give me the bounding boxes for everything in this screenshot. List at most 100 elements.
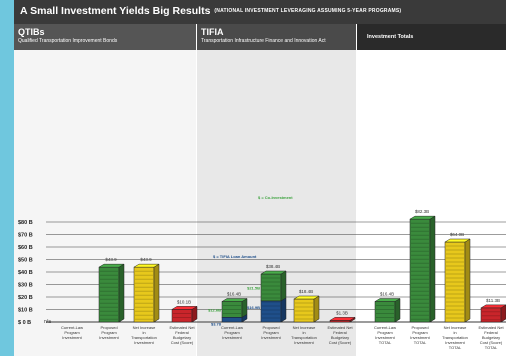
category-label: Program	[377, 330, 393, 335]
co-investment-label: $21.5B	[247, 285, 260, 290]
category-label: Program	[224, 330, 240, 335]
bar-top	[260, 270, 287, 275]
value-label: $43.9	[140, 257, 152, 262]
category-label: Cost (Score)	[171, 340, 194, 345]
y-tick-label: $70 B	[18, 233, 33, 239]
section-subtitle-tifia: Transportation Infrastructure Finance an…	[201, 38, 326, 44]
section-header-totals: Investment Totals	[357, 24, 506, 50]
bar-side	[118, 263, 125, 323]
category-label: Budgetary	[331, 335, 349, 340]
category-label: Net Increase	[293, 325, 316, 330]
bar-top	[444, 238, 471, 243]
y-tick-label: $60 B	[18, 245, 33, 251]
bar-side	[464, 238, 471, 323]
category-label: Budgetary	[482, 335, 500, 340]
tifia-loan-annotation: $ = TIFIA Loan Amount	[213, 254, 257, 259]
category-label: TOTAL	[485, 345, 498, 350]
section-subtitle-qtibs: Qualified Transportation Improvement Bon…	[18, 38, 118, 44]
y-tick-label: $ 0 B	[18, 320, 31, 326]
category-label: Investment	[222, 335, 242, 340]
category-label: TOTAL	[414, 340, 427, 345]
bar-side	[394, 298, 401, 323]
category-label: Transportation	[291, 335, 317, 340]
value-label: $10.1B	[177, 299, 191, 304]
category-label: Investment	[410, 335, 430, 340]
bar-front	[171, 309, 193, 323]
chart-frame: A Small Investment Yields Big Results (NA…	[14, 0, 506, 356]
chart-title-text: A Small Investment Yields Big Results	[20, 5, 211, 17]
category-label: Program	[263, 330, 279, 335]
value-label: $11.3B	[486, 298, 500, 303]
bar-loan-front	[221, 317, 243, 323]
bar-top	[409, 215, 436, 220]
value-label: $64.0B	[450, 232, 464, 237]
bar-top	[98, 263, 125, 268]
category-label: Program	[412, 330, 428, 335]
category-label: Investment	[261, 335, 281, 340]
category-label: Proposed	[262, 325, 279, 330]
bar-top	[329, 317, 356, 321]
value-label: $38.4B	[266, 264, 280, 269]
category-label: in	[453, 330, 456, 335]
bar-front	[293, 298, 315, 323]
category-label: Transportation	[131, 335, 157, 340]
y-tick-label: $50 B	[18, 258, 33, 264]
n-a-label: n/a	[44, 319, 51, 325]
loan-label: $3.78	[211, 321, 222, 326]
bar-side	[313, 295, 320, 323]
category-label: Investment	[134, 340, 154, 345]
bar-side	[280, 270, 287, 302]
loan-label: $16.9B	[247, 305, 260, 310]
chart-subtitle: (NATIONAL INVESTMENT LEVERAGING ASSUMING…	[214, 8, 402, 14]
section-title-qtibs: QTIBs	[18, 27, 45, 37]
category-label: TOTAL	[379, 340, 392, 345]
y-tick-label: $40 B	[18, 270, 33, 276]
value-label: $43.9	[105, 257, 117, 262]
value-label: $18.4B	[299, 289, 313, 294]
category-label: Net Increase	[444, 325, 467, 330]
bar-top	[293, 295, 320, 300]
y-tick-label: $30 B	[18, 283, 33, 289]
value-label: $1.3B	[336, 310, 348, 315]
category-label: Estimated Net	[327, 325, 353, 330]
section-header-qtibs: QTIBs Qualified Transportation Improveme…	[14, 24, 196, 50]
section-header-tifia: TIFIA Transportation Infrastructure Fina…	[197, 24, 356, 50]
section-title-tifia: TIFIA	[201, 27, 224, 37]
value-label: $16.4B	[380, 292, 394, 297]
bar-top	[221, 298, 248, 302]
category-label: Investment	[375, 335, 395, 340]
bar-side	[153, 263, 160, 323]
category-label: Program	[64, 330, 80, 335]
value-label: $16.4B	[227, 292, 241, 297]
category-label: Investment	[99, 335, 119, 340]
category-label: Net Increase	[133, 325, 156, 330]
bar-front	[409, 218, 431, 323]
co-investment-label: $12.6B	[208, 307, 221, 312]
bar-top	[133, 263, 160, 268]
category-label: Federal	[484, 330, 498, 335]
category-label: Federal	[333, 330, 347, 335]
category-label: Current-Law	[221, 325, 243, 330]
section-title-totals: Investment Totals	[367, 34, 414, 40]
category-label: Proposed	[100, 325, 117, 330]
category-label: in	[302, 330, 305, 335]
category-label: Federal	[175, 330, 189, 335]
bar-loan-front	[260, 300, 282, 323]
bar-top	[374, 298, 401, 302]
bar-front	[374, 301, 396, 323]
bar-chart: $ 0 B $10 B $20 B $30 B $40 B $50 B $60 B $70 B…	[18, 195, 506, 350]
category-label: Current-Law	[61, 325, 83, 330]
y-tick-label: $80 B	[18, 220, 33, 226]
category-label: TOTAL	[449, 345, 462, 350]
category-label: Proposed	[411, 325, 428, 330]
category-label: Program	[101, 330, 117, 335]
category-label: Investment	[294, 340, 314, 345]
bar-side	[429, 215, 436, 323]
bar-front	[133, 266, 155, 323]
y-tick-label: $20 B	[18, 295, 33, 301]
bar-top	[171, 306, 198, 310]
category-label: Investment	[62, 335, 82, 340]
bar-front	[98, 266, 120, 323]
chart-title: A Small Investment Yields Big Results (NA…	[20, 5, 401, 17]
title-bar: A Small Investment Yields Big Results (NA…	[14, 0, 506, 24]
